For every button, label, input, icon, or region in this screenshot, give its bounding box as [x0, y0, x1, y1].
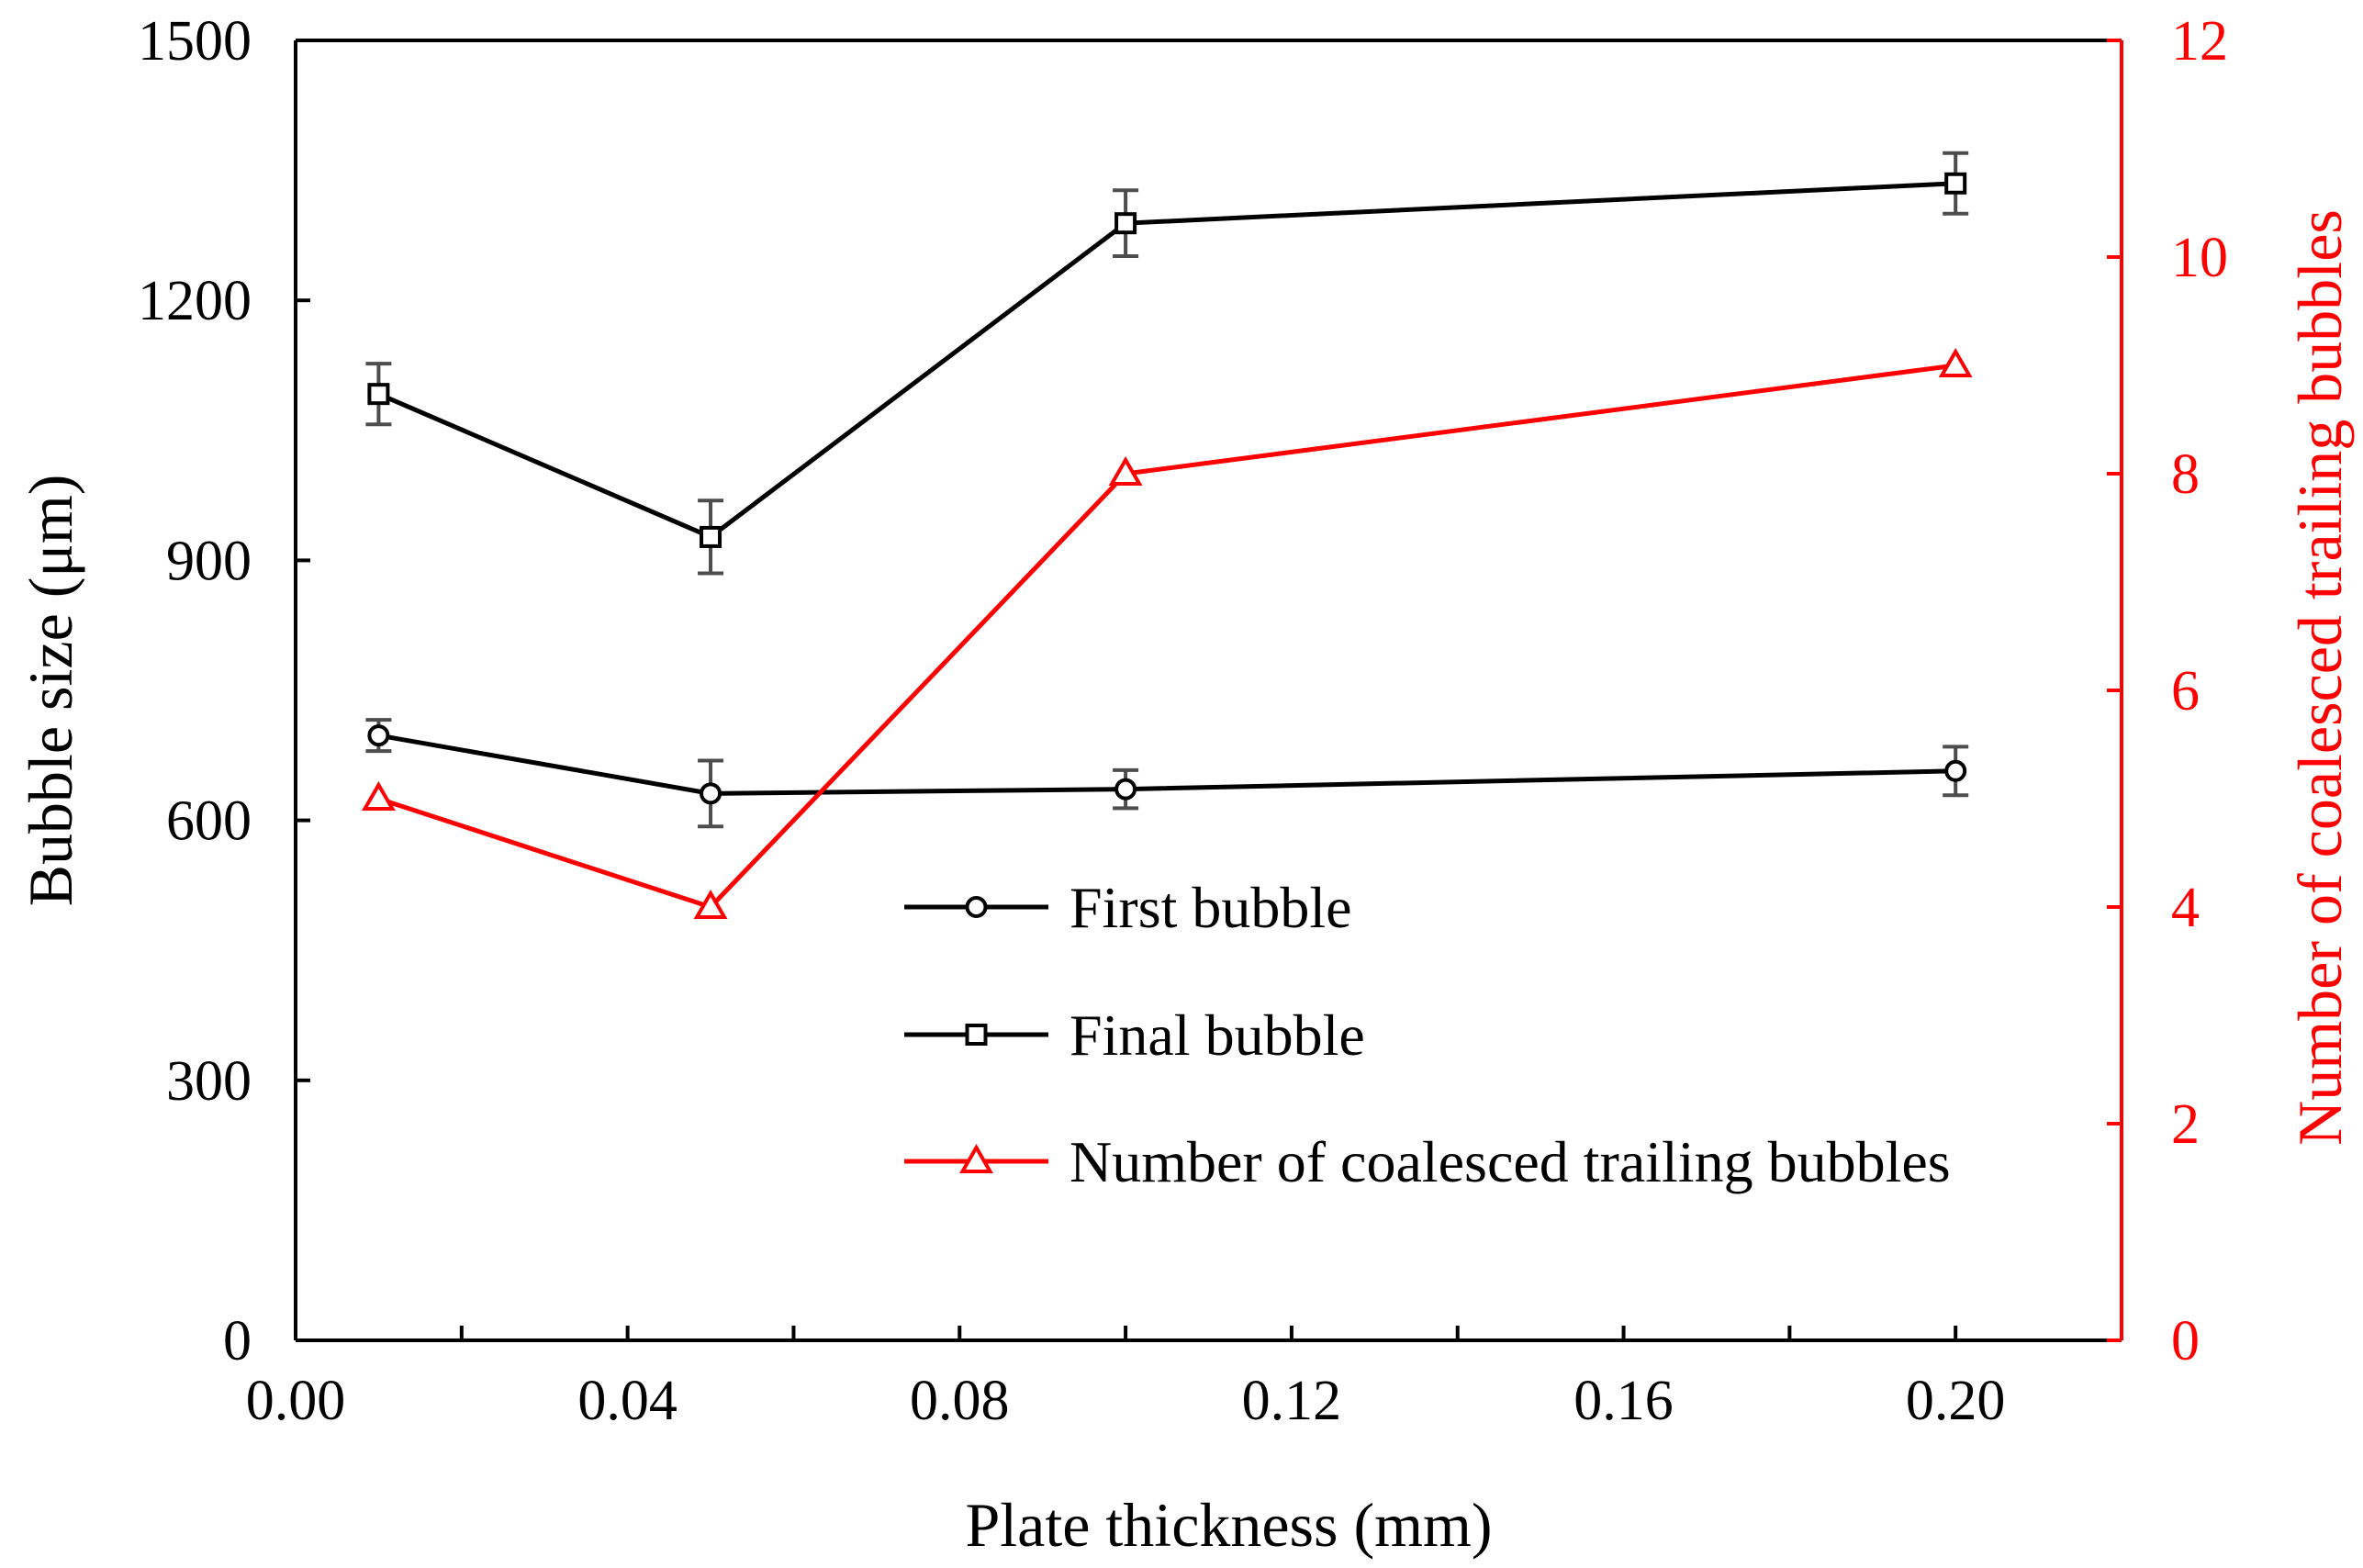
y2-axis-title: Number of coalesced trailing bubbles — [2285, 209, 2355, 1146]
series-circle — [365, 718, 1969, 829]
y2-tick-label: 6 — [2171, 660, 2200, 722]
legend-label: Number of coalesced trailing bubbles — [1070, 1129, 1951, 1194]
data-point — [367, 383, 390, 406]
y2-tick-label: 2 — [2171, 1093, 2200, 1156]
legend-item: First bubble — [904, 875, 1352, 940]
legend-layer: First bubble Final bubble Number of coales… — [904, 875, 1951, 1194]
y2-tick-label: 8 — [2171, 443, 2200, 506]
x-axis-title: Plate thickness (mm) — [965, 1490, 1492, 1560]
y2-tick-label: 4 — [2171, 877, 2200, 939]
x-tick-label: 0.00 — [246, 1370, 346, 1432]
x-tick-label: 0.20 — [1906, 1370, 2006, 1432]
data-point — [693, 889, 728, 919]
y2-tick-label: 0 — [2171, 1310, 2200, 1372]
legend-label: Final bubble — [1070, 1002, 1365, 1068]
data-point — [700, 782, 722, 805]
data-point — [361, 780, 396, 811]
series-triangle — [361, 347, 1973, 919]
data-point — [700, 525, 722, 548]
y-tick-label: 0 — [223, 1310, 252, 1372]
y2-tick-label: 12 — [2171, 10, 2228, 73]
data-point — [1114, 212, 1137, 235]
series-line — [377, 733, 1956, 796]
axes-layer: 0.00 0.04 0.08 0.12 0.16 0.20 0 300 600 900 1200 15… — [16, 10, 2355, 1560]
data-point — [1108, 455, 1143, 486]
legend-marker — [965, 896, 988, 918]
data-point — [1938, 347, 1973, 377]
data-point — [367, 724, 390, 747]
legend-item: Final bubble — [904, 1002, 1365, 1068]
series-line — [377, 363, 1956, 910]
y-tick-label: 900 — [166, 530, 252, 592]
x-tick-label: 0.12 — [1242, 1370, 1342, 1432]
legend-item: Number of coalesced trailing bubbles — [904, 1129, 1951, 1194]
data-point — [1114, 778, 1137, 801]
x-tick-label: 0.04 — [577, 1370, 678, 1432]
x-tick-label: 0.08 — [910, 1370, 1010, 1432]
legend-marker — [959, 1143, 993, 1173]
x-tick-label: 0.16 — [1573, 1370, 1674, 1432]
legend-marker — [965, 1024, 988, 1046]
data-point — [1944, 759, 1967, 782]
y-tick-label: 600 — [166, 790, 252, 853]
legend-label: First bubble — [1070, 875, 1352, 940]
series-square — [365, 151, 1969, 576]
series-line — [377, 181, 1956, 540]
y-tick-label: 1500 — [138, 10, 252, 73]
y-tick-label: 300 — [166, 1050, 252, 1113]
series-layer — [361, 151, 1973, 919]
data-point — [1944, 172, 1967, 195]
y2-tick-label: 10 — [2171, 227, 2228, 289]
y-tick-label: 1200 — [138, 270, 252, 332]
y-axis-title: Bubble size (μm) — [16, 475, 85, 907]
